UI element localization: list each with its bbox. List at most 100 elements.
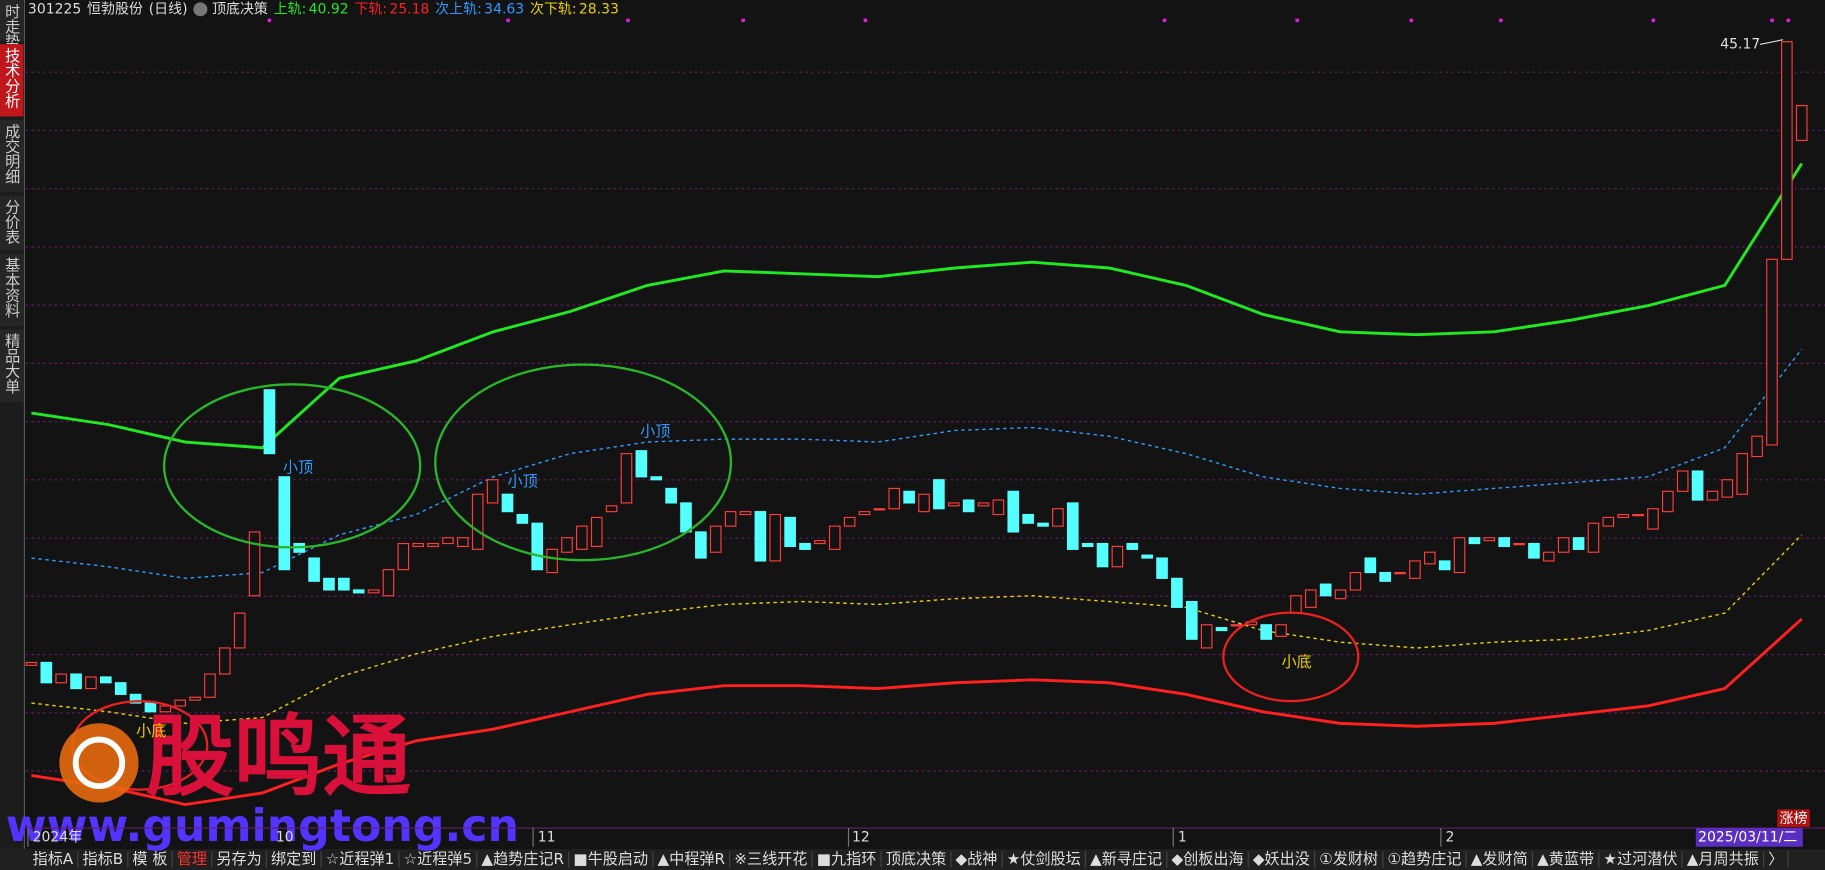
level-value: 25.18 (389, 1, 429, 17)
candle (1706, 490, 1719, 501)
bottom-tab[interactable]: 指标A (33, 850, 74, 868)
side-tab[interactable] (0, 195, 24, 251)
bottom-tab[interactable]: ■九指环 (817, 850, 877, 868)
candle (1691, 470, 1704, 501)
candle (635, 450, 648, 478)
bottom-tab[interactable]: ☆近程弹5 (404, 850, 473, 868)
candle (70, 673, 82, 690)
candle (129, 693, 142, 704)
candle (1379, 571, 1392, 582)
band-line (31, 617, 1803, 807)
side-tab-label[interactable]: 时走势 (3, 3, 21, 50)
candle (144, 702, 157, 713)
bottom-tab[interactable]: 顶底决策 (886, 850, 946, 868)
period: (日线) (149, 1, 188, 17)
side-tab-label[interactable]: 精品大单 (3, 333, 21, 394)
current-date: 2025/03/11/二 (1698, 829, 1797, 845)
candle (947, 502, 960, 507)
band-line (31, 348, 1803, 580)
candle (352, 589, 365, 594)
high-label: 45.17 (1720, 36, 1760, 52)
side-tab[interactable] (0, 44, 24, 117)
candle (1096, 542, 1109, 568)
x-axis-label: 2024年 (33, 829, 83, 845)
bottom-tab[interactable]: ▲发财简 (1471, 850, 1528, 868)
candle (412, 542, 425, 548)
candle (918, 493, 930, 513)
candle (1260, 624, 1272, 640)
bottom-tab[interactable]: ▲趋势庄记R (481, 850, 564, 868)
bottom-tab[interactable]: ※三线开花 (734, 850, 807, 868)
candle (903, 490, 915, 504)
side-tab-label[interactable]: 基本资料 (3, 257, 21, 318)
bottom-tab[interactable]: ▲中程弹R (657, 850, 725, 868)
x-axis-label: 11 (538, 829, 556, 845)
candle (1647, 508, 1659, 530)
bottom-tab[interactable]: ▲月周共振 (1687, 850, 1759, 868)
marker (863, 18, 868, 23)
side-tab[interactable] (0, 253, 24, 327)
candle (605, 505, 618, 513)
x-axis-label: 1 (1178, 829, 1187, 845)
bottom-tab[interactable]: ①趋势庄记 (1387, 850, 1461, 868)
side-tab-label[interactable]: 成交明细 (3, 123, 21, 184)
annotation: 小底 (1281, 653, 1311, 671)
side-tab[interactable] (0, 119, 24, 193)
bottom-tab[interactable]: 〉 (1768, 850, 1783, 868)
candle (442, 537, 454, 545)
candle (1037, 522, 1049, 527)
candle (1423, 551, 1436, 565)
bottom-tab[interactable]: ★仗剑股坛 (1007, 850, 1081, 868)
candle (40, 661, 53, 684)
bottom-tab[interactable]: 指标B (82, 850, 123, 868)
candle (665, 487, 677, 504)
candle (1557, 537, 1570, 553)
bottom-tab[interactable]: ★过河潜伏 (1603, 850, 1677, 868)
candle (888, 487, 901, 510)
bottom-tab[interactable]: 管理 (177, 850, 207, 868)
candle (516, 513, 529, 524)
candle (1334, 589, 1347, 600)
band-line (31, 162, 1803, 450)
candle (590, 516, 603, 548)
candle (873, 508, 886, 511)
candle (159, 705, 172, 713)
side-tab[interactable] (0, 0, 24, 41)
candle (501, 493, 514, 513)
bottom-tab[interactable]: ☆近程弹1 (326, 850, 395, 868)
dropdown-icon[interactable] (193, 2, 208, 17)
candle (323, 577, 335, 591)
candle (1543, 551, 1555, 562)
candle (248, 531, 261, 597)
candle (1111, 545, 1124, 568)
side-tab[interactable] (0, 329, 24, 402)
candle (1364, 557, 1377, 574)
watermark-brand: 股鸣通 (145, 705, 410, 808)
marker (1786, 18, 1791, 23)
candle (55, 673, 67, 684)
candle (992, 499, 1005, 516)
bottom-tab[interactable]: ◆创板出海 (1171, 850, 1243, 868)
candle (1513, 542, 1525, 546)
bottom-tab[interactable]: ▲新寻庄记 (1090, 850, 1162, 868)
bottom-tab[interactable]: ▲黄蓝带 (1537, 850, 1594, 868)
bottom-tab[interactable]: ◆妖出没 (1253, 850, 1310, 868)
side-tab-label[interactable]: 分价表 (3, 199, 21, 245)
bottom-tab[interactable]: ◆战神 (956, 850, 998, 868)
bottom-tab[interactable]: 绑定到 (271, 850, 316, 868)
bottom-tab[interactable]: 模 板 (132, 850, 167, 868)
x-axis-label: 12 (852, 829, 870, 845)
side-tab-label[interactable]: 技术分析 (3, 48, 21, 109)
candle (561, 537, 573, 553)
bottom-tab[interactable]: 另存为 (216, 850, 261, 868)
candle (263, 389, 276, 455)
candle (233, 612, 246, 649)
candle (1453, 537, 1466, 574)
bottom-tab[interactable]: ①发财树 (1319, 850, 1378, 868)
candle (1676, 470, 1689, 492)
stock-code: 301225 (28, 1, 81, 17)
candle (962, 499, 975, 513)
candle (1617, 513, 1630, 519)
bottom-tab[interactable]: ■牛股启动 (573, 850, 648, 868)
